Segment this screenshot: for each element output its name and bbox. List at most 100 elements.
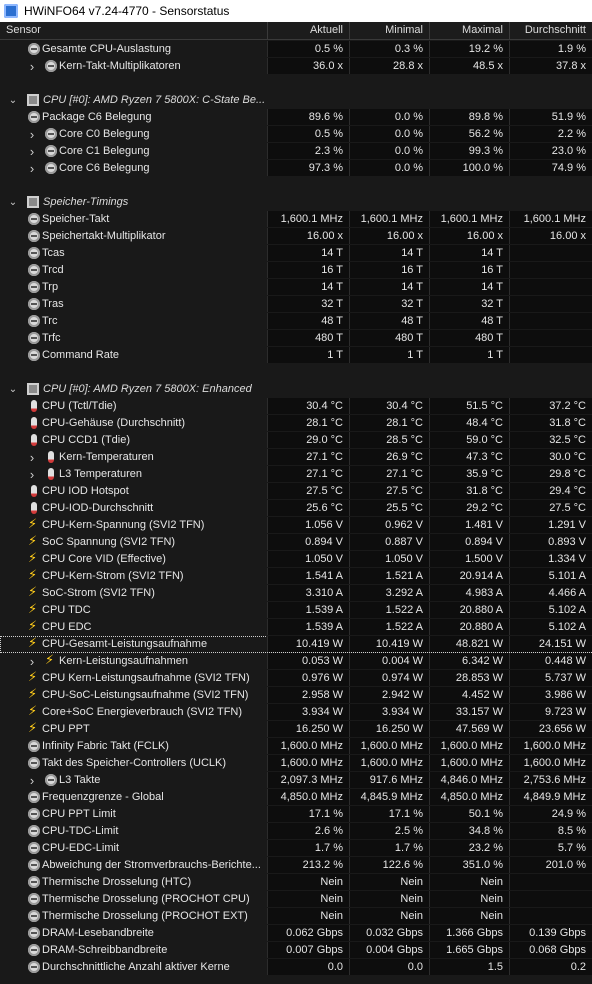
sensor-row[interactable]: CPU-TDC-Limit 2.6 % 2.5 % 34.8 % 8.5 % xyxy=(0,823,592,840)
sensor-row[interactable]: CPU-Gehäuse (Durchschnitt) 28.1 °C 28.1 °C… xyxy=(0,415,592,432)
gauge-icon xyxy=(28,825,40,837)
expand-chevron-icon[interactable]: › xyxy=(29,773,35,788)
column-header-maximum[interactable]: Maximal xyxy=(429,22,509,40)
sensor-name-cell: CPU-IOD-Durchschnitt xyxy=(0,500,267,517)
sensor-row[interactable]: Gesamte CPU-Auslastung 0.5 % 0.3 % 19.2 % 1.… xyxy=(0,41,592,58)
sensor-name-cell: Speichertakt-Multiplikator xyxy=(0,228,267,245)
sensor-row[interactable]: Tcas 14 T 14 T 14 T xyxy=(0,245,592,262)
sensor-row[interactable]: Thermische Drosselung (PROCHOT CPU) Nein N… xyxy=(0,891,592,908)
sensor-row[interactable]: DRAM-Lesebandbreite 0.062 Gbps 0.032 Gbps 1… xyxy=(0,925,592,942)
sensor-name-cell: Abweichung der Stromverbrauchs-Berichte.… xyxy=(0,857,267,874)
sensor-row[interactable]: › Core C0 Belegung 0.5 % 0.0 % 56.2 % 2.2 % xyxy=(0,126,592,143)
lightning-icon: ⚡ xyxy=(28,585,38,599)
sensor-row[interactable]: ⚡ SoC-Strom (SVI2 TFN) 3.310 A 3.292 A 4.983… xyxy=(0,585,592,602)
sensor-row[interactable]: › L3 Takte 2,097.3 MHz 917.6 MHz 4,846.0 MHz… xyxy=(0,772,592,789)
sensor-row[interactable]: Package C6 Belegung 89.6 % 0.0 % 89.8 % 51.9… xyxy=(0,109,592,126)
value-maximum: 351.0 % xyxy=(429,857,509,873)
value-average: 29.4 °C xyxy=(509,483,592,499)
sensor-row[interactable]: ⚡ Core+SoC Energieverbrauch (SVI2 TFN) 3.9… xyxy=(0,704,592,721)
sensor-name-cell: Trc xyxy=(0,313,267,330)
column-header-current[interactable]: Aktuell xyxy=(267,22,349,40)
sensor-row[interactable]: ⚡ CPU-Gesamt-Leistungsaufnahme 10.419 W 10.… xyxy=(0,636,592,653)
sensor-row[interactable]: ⚡ CPU Kern-Leistungsaufnahme (SVI2 TFN) 0.… xyxy=(0,670,592,687)
sensor-row[interactable]: CPU (Tctl/Tdie) 30.4 °C 30.4 °C 51.5 °C 37.2… xyxy=(0,398,592,415)
sensor-row[interactable]: Trp 14 T 14 T 14 T xyxy=(0,279,592,296)
sensor-row[interactable]: Speichertakt-Multiplikator 16.00 x 16.00 x… xyxy=(0,228,592,245)
sensor-row[interactable]: › Core C1 Belegung 2.3 % 0.0 % 99.3 % 23.0 % xyxy=(0,143,592,160)
sensor-row[interactable]: CPU-IOD-Durchschnitt 25.6 °C 25.5 °C 29.2 °… xyxy=(0,500,592,517)
collapse-chevron-icon[interactable]: ⌄ xyxy=(8,197,18,208)
sensor-label: Core C6 Belegung xyxy=(59,162,150,174)
value-current: 0.062 Gbps xyxy=(267,925,349,941)
value-maximum: 16 T xyxy=(429,262,509,278)
value-current: 213.2 % xyxy=(267,857,349,873)
value-minimum: 1,600.0 MHz xyxy=(349,738,429,754)
sensor-row[interactable]: CPU IOD Hotspot 27.5 °C 27.5 °C 31.8 °C 29.4… xyxy=(0,483,592,500)
gauge-icon xyxy=(28,961,40,973)
sensor-row[interactable]: ⚡ CPU-SoC-Leistungsaufnahme (SVI2 TFN) 2.9… xyxy=(0,687,592,704)
expand-chevron-icon[interactable]: › xyxy=(29,467,35,482)
sensor-row[interactable]: CPU CCD1 (Tdie) 29.0 °C 28.5 °C 59.0 °C 32.5… xyxy=(0,432,592,449)
sensor-label: Gesamte CPU-Auslastung xyxy=(42,43,171,55)
sensor-name-cell: › Kern-Takt-Multiplikatoren xyxy=(0,58,267,75)
group-cell: ⌄ Speicher-Timings xyxy=(0,194,267,211)
expand-chevron-icon[interactable]: › xyxy=(29,144,35,159)
sensor-row[interactable]: ⚡ CPU-Kern-Strom (SVI2 TFN) 1.541 A 1.521 A… xyxy=(0,568,592,585)
value-minimum: 0.004 Gbps xyxy=(349,942,429,958)
sensor-row[interactable]: › Core C6 Belegung 97.3 % 0.0 % 100.0 % 74.9 … xyxy=(0,160,592,177)
expand-chevron-icon[interactable]: › xyxy=(29,127,35,142)
expand-chevron-icon[interactable]: › xyxy=(29,161,35,176)
sensor-row[interactable]: Trcd 16 T 16 T 16 T xyxy=(0,262,592,279)
column-header-sensor[interactable]: Sensor xyxy=(6,24,41,36)
value-minimum: 0.032 Gbps xyxy=(349,925,429,941)
value-maximum: 59.0 °C xyxy=(429,432,509,448)
sensor-row[interactable]: ⚡ CPU TDC 1.539 A 1.522 A 20.880 A 5.102 A xyxy=(0,602,592,619)
sensor-label: CPU-Kern-Spannung (SVI2 TFN) xyxy=(42,519,205,531)
sensor-row[interactable]: › Kern-Takt-Multiplikatoren 36.0 x 28.8 x 48… xyxy=(0,58,592,75)
sensor-group-row[interactable]: ⌄ CPU [#0]: AMD Ryzen 7 5800X: C-State Be… xyxy=(0,92,592,109)
sensor-row[interactable]: ⚡ CPU EDC 1.539 A 1.522 A 20.880 A 5.102 A xyxy=(0,619,592,636)
group-label: Speicher-Timings xyxy=(43,196,129,208)
sensor-row[interactable]: › Kern-Temperaturen 27.1 °C 26.9 °C 47.3 °C 3… xyxy=(0,449,592,466)
sensor-group-row[interactable]: ⌄ CPU [#0]: AMD Ryzen 7 5800X: Enhanced xyxy=(0,381,592,398)
sensor-row[interactable]: ⚡ CPU-Kern-Spannung (SVI2 TFN) 1.056 V 0.96… xyxy=(0,517,592,534)
value-maximum: 33.157 W xyxy=(429,704,509,720)
expand-chevron-icon[interactable]: › xyxy=(29,450,35,465)
sensor-row[interactable]: Abweichung der Stromverbrauchs-Berichte.… xyxy=(0,857,592,874)
sensor-row[interactable]: ⚡ CPU PPT 16.250 W 16.250 W 47.569 W 23.656 W xyxy=(0,721,592,738)
value-current: 0.0 xyxy=(267,959,349,975)
sensor-row[interactable]: Trfc 480 T 480 T 480 T xyxy=(0,330,592,347)
sensor-row[interactable]: › L3 Temperaturen 27.1 °C 27.1 °C 35.9 °C 29.… xyxy=(0,466,592,483)
expand-chevron-icon[interactable]: › xyxy=(29,654,35,669)
value-minimum: 122.6 % xyxy=(349,857,429,873)
sensor-row[interactable]: DRAM-Schreibbandbreite 0.007 Gbps 0.004 Gb… xyxy=(0,942,592,959)
sensor-row[interactable]: Durchschnittliche Anzahl aktiver Kerne 0.… xyxy=(0,959,592,976)
sensor-row[interactable]: Tras 32 T 32 T 32 T xyxy=(0,296,592,313)
value-average: 24.9 % xyxy=(509,806,592,822)
sensor-label: SoC Spannung (SVI2 TFN) xyxy=(42,536,176,548)
collapse-chevron-icon[interactable]: ⌄ xyxy=(8,384,18,395)
sensor-row[interactable]: CPU PPT Limit 17.1 % 17.1 % 50.1 % 24.9 % xyxy=(0,806,592,823)
sensor-row[interactable]: Speicher-Takt 1,600.1 MHz 1,600.1 MHz 1,600… xyxy=(0,211,592,228)
value-maximum: 1 T xyxy=(429,347,509,363)
collapse-chevron-icon[interactable]: ⌄ xyxy=(8,95,18,106)
column-header-average[interactable]: Durchschnitt xyxy=(509,22,592,40)
expand-chevron-icon[interactable]: › xyxy=(29,59,35,74)
sensor-row[interactable]: Thermische Drosselung (HTC) Nein Nein Nein xyxy=(0,874,592,891)
lightning-icon: ⚡ xyxy=(28,636,38,650)
sensor-row[interactable]: Trc 48 T 48 T 48 T xyxy=(0,313,592,330)
sensor-row[interactable]: Thermische Drosselung (PROCHOT EXT) Nein N… xyxy=(0,908,592,925)
sensor-row[interactable]: Frequenzgrenze - Global 4,850.0 MHz 4,845.… xyxy=(0,789,592,806)
sensor-row[interactable]: Takt des Speicher-Controllers (UCLK) 1,60… xyxy=(0,755,592,772)
column-header-minimum[interactable]: Minimal xyxy=(349,22,429,40)
sensor-label: Kern-Temperaturen xyxy=(59,451,154,463)
sensor-row[interactable]: ⚡ SoC Spannung (SVI2 TFN) 0.894 V 0.887 V 0.… xyxy=(0,534,592,551)
value-minimum: 2.942 W xyxy=(349,687,429,703)
thermometer-icon xyxy=(31,434,37,446)
sensor-group-row[interactable]: ⌄ Speicher-Timings xyxy=(0,194,592,211)
sensor-row[interactable]: CPU-EDC-Limit 1.7 % 1.7 % 23.2 % 5.7 % xyxy=(0,840,592,857)
sensor-row[interactable]: Infinity Fabric Takt (FCLK) 1,600.0 MHz 1,… xyxy=(0,738,592,755)
